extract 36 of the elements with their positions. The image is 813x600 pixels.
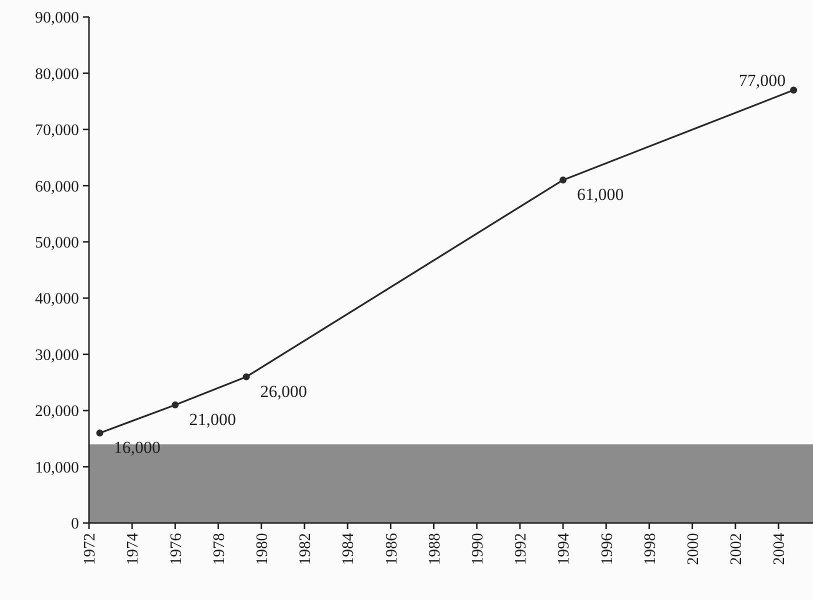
x-tick-label: 1990: [469, 533, 486, 565]
x-tick-label: 2002: [728, 533, 746, 565]
point: [242, 373, 250, 380]
y-tick-label: 60,000: [35, 178, 79, 196]
y-tick-label: 90,000: [35, 10, 79, 27]
x-tick-label: 1998: [642, 533, 659, 565]
point: [560, 176, 567, 184]
y-tick-label: 80,000: [35, 66, 79, 83]
y-tick-label: 70,000: [35, 122, 79, 140]
point: [790, 86, 798, 94]
data-label: 61,000: [577, 185, 624, 204]
x-tick-label: 1982: [297, 533, 314, 565]
x-tick-label: 1984: [340, 533, 358, 565]
x-tick-label: 2000: [684, 533, 702, 565]
data-label: 77,000: [738, 71, 786, 90]
point: [172, 401, 179, 408]
point: [96, 430, 104, 437]
x-tick-label: 1992: [512, 533, 530, 565]
x-tick-label: 1986: [383, 533, 400, 565]
x-tick-label: 1972: [82, 533, 99, 565]
x-tick-label: 2004: [771, 533, 788, 565]
y-tick-label: 40,000: [35, 290, 79, 308]
y-tick-label: 30,000: [35, 346, 79, 364]
x-tick-label: 1976: [168, 533, 185, 565]
x-tick-label: 1996: [598, 533, 616, 565]
data-label: 26,000: [260, 382, 308, 401]
y-tick-label: 50,000: [35, 234, 79, 252]
x-tick-label: 1988: [426, 533, 444, 565]
y-tick-label: 10,000: [35, 459, 79, 476]
x-tick-label: 1994: [556, 533, 573, 565]
x-tick-label: 1974: [124, 533, 142, 565]
data-label: 21,000: [189, 410, 236, 429]
y-tick-label: 0: [71, 516, 79, 533]
x-tick-label: 1978: [210, 533, 228, 565]
x-tick-label: 1980: [254, 533, 271, 565]
y-tick-label: 20,000: [35, 403, 79, 420]
